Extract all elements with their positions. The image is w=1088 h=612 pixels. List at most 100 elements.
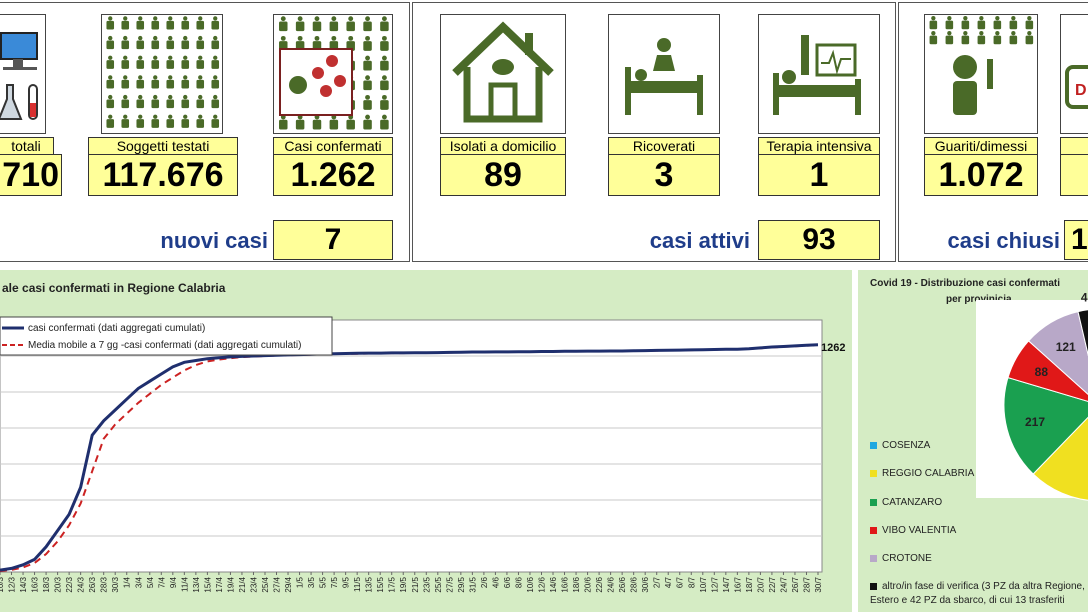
- person-figure-head: [365, 75, 370, 81]
- x-tick-label: 2/7: [653, 576, 662, 588]
- x-tick-label: 22/3: [65, 576, 74, 592]
- person-figure-body: [181, 60, 190, 69]
- pie-legend-altro: altro/in fase di verifica (3 PZ da altra…: [870, 580, 1088, 610]
- x-tick-label: 16/6: [561, 576, 570, 592]
- person-figure-body: [363, 100, 372, 110]
- person-figure-body: [136, 20, 145, 30]
- person-figure-body: [380, 100, 389, 110]
- person-figure-head: [931, 31, 936, 36]
- person-figure-head: [365, 35, 370, 41]
- x-tick-label: 20/3: [54, 576, 63, 592]
- x-tick-label: 28/6: [630, 576, 639, 592]
- pie-slice: [1077, 309, 1088, 357]
- x-tick-label: 6/6: [503, 576, 512, 588]
- person-figure-body: [166, 40, 175, 50]
- person-figure-body: [1009, 35, 1018, 45]
- x-tick-label: 21/4: [238, 576, 247, 592]
- person-figure-body: [211, 99, 220, 109]
- x-tick-label: 2/6: [480, 576, 489, 588]
- person-figure-body: [329, 21, 339, 32]
- line-chart: ale casi confermati in Regione Calabria …: [0, 281, 845, 593]
- x-tick-label: 17/5: [388, 576, 397, 592]
- x-tick-label: 10/7: [699, 576, 708, 592]
- person-figure-head: [153, 55, 158, 60]
- intensive-care-icon: [758, 14, 880, 134]
- person-figure-body: [295, 119, 305, 130]
- person-figure-body: [166, 79, 175, 89]
- person-figure-body: [106, 119, 115, 128]
- ricoverati-label: Ricoverati: [608, 137, 720, 156]
- x-tick-label: 1/4: [123, 576, 132, 588]
- lab-test-icon: [0, 14, 46, 134]
- legend-label-main: casi confermati (dati aggregati cumulati…: [28, 323, 205, 334]
- person-figure-body: [151, 40, 160, 50]
- virus-particle: [334, 75, 346, 87]
- plot-area: [0, 319, 823, 573]
- person-figure-body: [181, 20, 190, 30]
- person-figure-body: [151, 119, 160, 128]
- person-figure-body: [945, 20, 954, 30]
- pie-slice: [1032, 416, 1088, 501]
- confermati-value: 1.262: [273, 154, 393, 196]
- person-figure-body: [211, 79, 220, 89]
- person-figure-head: [123, 16, 128, 21]
- x-tick-label: 11/4: [180, 576, 189, 592]
- person-figure-body: [166, 20, 175, 30]
- confirmed-cases-icon: [273, 14, 393, 134]
- person-figure-head: [138, 55, 143, 60]
- person-figure-body: [151, 79, 160, 89]
- tamponi-value: 710: [0, 154, 62, 196]
- pie-title-1: Covid 19 - Distribuzione casi confermati: [870, 278, 1061, 289]
- virus-particle: [326, 55, 338, 67]
- person-figure-head: [297, 35, 303, 41]
- person-figure-body: [363, 80, 372, 91]
- x-tick-label: 13/4: [192, 576, 201, 592]
- person-figure-body: [380, 41, 389, 51]
- x-tick-label: 12/6: [537, 576, 546, 592]
- pie-title-2: per provinicia: [946, 294, 1012, 305]
- person-figure-head: [183, 114, 188, 119]
- x-tick-label: 24/3: [77, 576, 86, 592]
- person-figure-head: [280, 16, 286, 22]
- person-figure-body: [945, 35, 954, 45]
- person-figure-head: [348, 35, 354, 41]
- person-figure-body: [363, 119, 372, 130]
- pie-chart: 2982178812146: [1003, 291, 1088, 501]
- x-tick-label: 5/5: [319, 576, 328, 588]
- legend-label: VIBO VALENTIA: [882, 525, 957, 536]
- person-figure-head: [198, 16, 203, 21]
- x-tick-label: 7/4: [157, 576, 166, 588]
- person-figure-head: [348, 16, 354, 22]
- person-figure-head: [213, 35, 218, 41]
- person-figure-head: [153, 35, 158, 41]
- person-figure-head: [1027, 31, 1032, 36]
- pie-slice-label: 88: [1035, 365, 1049, 379]
- person-figure-head: [168, 55, 173, 60]
- person-figure-head: [213, 94, 218, 100]
- x-tick-label: 12/7: [710, 576, 719, 592]
- person-figure-body: [121, 119, 130, 128]
- nuovi-casi-value: 7: [273, 220, 393, 260]
- guariti-value: 1.072: [924, 154, 1038, 196]
- person-figure-body: [151, 99, 160, 109]
- legend-label: CROTONE: [882, 553, 932, 564]
- x-tick-label: 28/7: [802, 576, 811, 592]
- x-tick-label: 12/3: [8, 576, 17, 592]
- x-tick-label: 23/4: [249, 576, 258, 592]
- x-tick-label: 14/3: [19, 576, 28, 592]
- legend-label: CATANZARO: [882, 497, 943, 508]
- person-figure-body: [312, 21, 322, 32]
- person-figure-head: [183, 94, 188, 100]
- person-figure-head: [153, 16, 158, 21]
- person-figure-head: [123, 114, 128, 119]
- person-figure-head: [108, 75, 113, 80]
- person-figure-head: [108, 16, 113, 21]
- person-figure-head: [138, 16, 143, 21]
- x-tick-label: 27/4: [273, 576, 282, 592]
- x-tick-label: 29/4: [284, 576, 293, 592]
- person-figure-head: [365, 55, 370, 61]
- x-tick-label: 9/5: [342, 576, 351, 588]
- person-figure-body: [106, 60, 115, 69]
- person-figure-body: [211, 119, 220, 128]
- person-figure-head: [198, 114, 203, 119]
